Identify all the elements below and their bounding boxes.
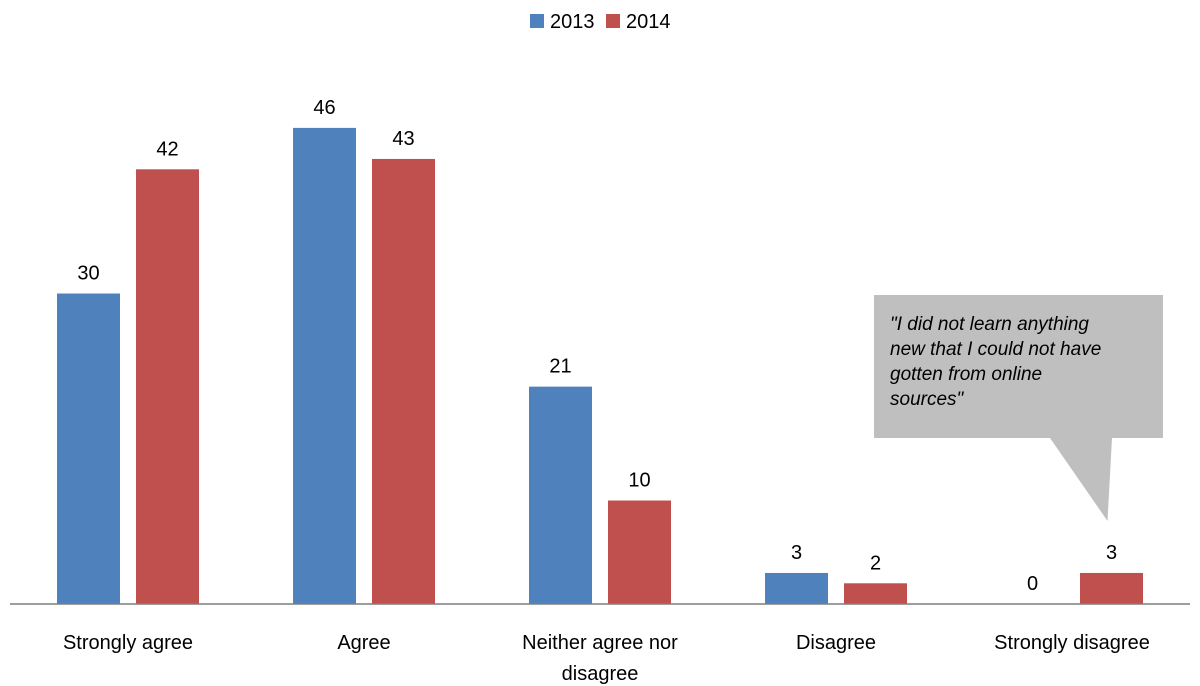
bars — [57, 127, 1143, 605]
legend: 2013 2014 — [530, 11, 671, 33]
callout-text-line: "I did not learn anything — [890, 314, 1089, 335]
legend-label-2013: 2013 — [550, 11, 595, 33]
category-label-neither-agree-nor-disagree: Neither agree nor disagree — [522, 632, 678, 685]
data-label-neither-agree-nor-disagree-2014: 10 — [628, 470, 650, 492]
bar-neither-agree-nor-disagree-2013 — [529, 386, 592, 604]
category-label-line: Agree — [337, 632, 390, 654]
data-label-agree-2013: 46 — [313, 97, 335, 119]
data-label-disagree-2013: 3 — [791, 542, 802, 564]
data-label-strongly-disagree-2013: 0 — [1027, 573, 1038, 595]
data-label-neither-agree-nor-disagree-2013: 21 — [549, 356, 571, 378]
category-label-strongly-agree: Strongly agree — [63, 632, 193, 654]
callout: "I did not learn anything new that I coul… — [874, 295, 1163, 521]
legend-swatch-2013 — [530, 14, 544, 28]
bar-agree-2013 — [293, 127, 356, 605]
category-label-line: Strongly agree — [63, 632, 193, 654]
callout-text-line: new that I could not have — [890, 339, 1101, 360]
callout-bubble — [874, 295, 1163, 521]
category-label-agree: Agree — [337, 632, 390, 654]
bar-agree-2014 — [372, 158, 435, 604]
category-label-line: Strongly disagree — [994, 632, 1150, 654]
category-label-strongly-disagree: Strongly disagree — [994, 632, 1150, 654]
bar-neither-agree-nor-disagree-2014 — [608, 500, 671, 604]
data-label-strongly-agree-2014: 42 — [156, 138, 178, 160]
bar-disagree-2013 — [765, 572, 828, 604]
bar-strongly-agree-2014 — [136, 169, 199, 605]
category-label-line: Disagree — [796, 632, 876, 654]
category-label-line: disagree — [562, 663, 639, 685]
legend-swatch-2014 — [606, 14, 620, 28]
data-label-strongly-disagree-2014: 3 — [1106, 542, 1117, 564]
data-labels: 30 42 46 43 21 10 3 2 0 3 — [77, 97, 1117, 595]
data-label-disagree-2014: 2 — [870, 552, 881, 574]
bar-disagree-2014 — [844, 583, 907, 604]
legend-label-2014: 2014 — [626, 11, 671, 33]
category-labels: Strongly agree Agree Neither agree nor disa… — [63, 632, 1150, 685]
data-label-strongly-agree-2013: 30 — [77, 263, 99, 285]
callout-text-line: sources" — [890, 389, 965, 410]
bar-strongly-disagree-2014 — [1080, 572, 1143, 604]
bar-strongly-agree-2013 — [57, 293, 120, 604]
category-label-line: Neither agree nor — [522, 632, 678, 654]
callout-text-line: gotten from online — [890, 364, 1042, 385]
callout-text: "I did not learn anything new that I coul… — [890, 314, 1101, 410]
data-label-agree-2014: 43 — [392, 128, 414, 150]
category-label-disagree: Disagree — [796, 632, 876, 654]
